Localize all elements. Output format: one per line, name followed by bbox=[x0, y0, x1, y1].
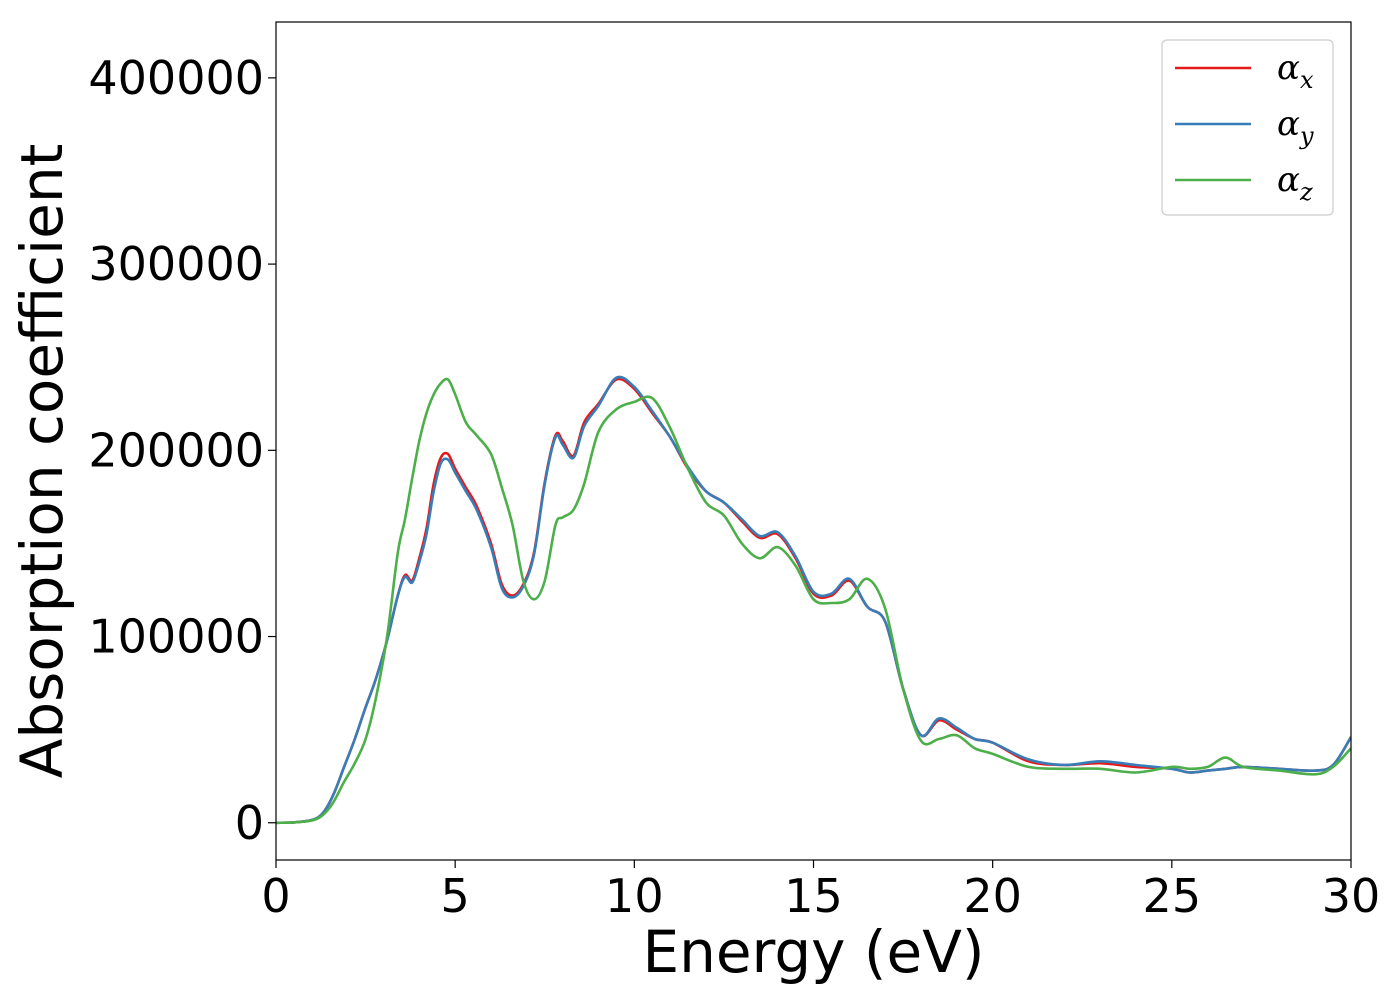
legend-box bbox=[1161, 39, 1334, 216]
y-axis-label: Absorption coefficient bbox=[8, 144, 76, 779]
y-tick-label: 400000 bbox=[88, 51, 264, 105]
y-tick-label: 300000 bbox=[88, 237, 264, 291]
series-line-y bbox=[276, 375, 1351, 825]
legend-subscript: x bbox=[1300, 66, 1314, 94]
x-tick-label: 20 bbox=[963, 869, 1022, 923]
legend-subscript: y bbox=[1299, 122, 1314, 150]
x-axis-label: Energy (eV) bbox=[642, 918, 984, 986]
x-tick-label: 25 bbox=[1143, 869, 1202, 923]
y-tick-label: 200000 bbox=[88, 423, 264, 477]
x-tick-label: 15 bbox=[784, 869, 843, 923]
x-axis: 0 5 10 15 20 25 30 bbox=[261, 860, 1380, 923]
series-line-z bbox=[276, 377, 1351, 825]
x-tick-label: 10 bbox=[605, 869, 664, 923]
x-tick-label: 5 bbox=[441, 869, 470, 923]
x-tick-label: 30 bbox=[1322, 869, 1381, 923]
y-axis: 0 100000 200000 300000 400000 bbox=[88, 51, 276, 850]
legend-subscript: z bbox=[1299, 178, 1313, 206]
x-tick-label: 0 bbox=[261, 869, 290, 923]
plot-area bbox=[276, 375, 1351, 825]
y-tick-label: 100000 bbox=[88, 610, 264, 664]
y-tick-label: 0 bbox=[235, 796, 264, 850]
